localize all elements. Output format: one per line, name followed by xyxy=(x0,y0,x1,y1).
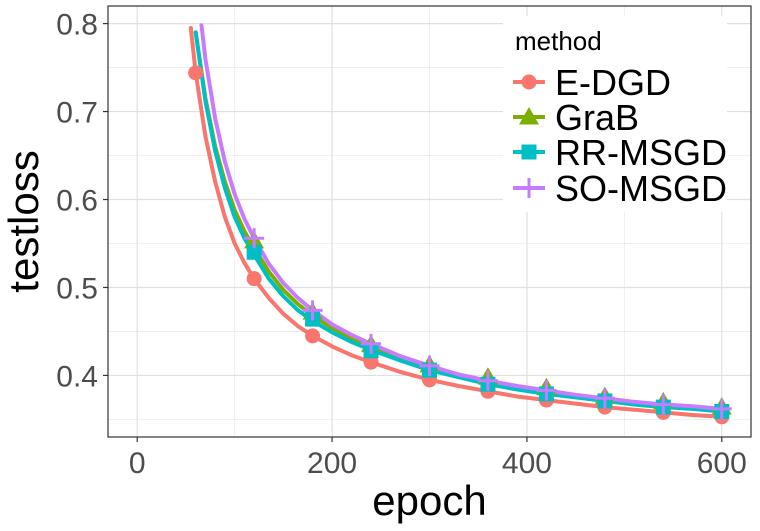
legend-key-marker xyxy=(521,74,537,90)
data-point-rr-msgd xyxy=(246,244,262,260)
legend-key-marker xyxy=(521,144,537,160)
legend-key-marker xyxy=(519,107,539,125)
legend-background xyxy=(503,16,727,212)
data-point-e-dgd xyxy=(246,271,262,287)
legend-label: RR-MSGD xyxy=(555,132,727,173)
y-tick-label: 0.7 xyxy=(56,97,98,130)
data-point-so-msgd xyxy=(419,355,440,376)
legend-label: GraB xyxy=(555,97,639,138)
data-point-e-dgd xyxy=(188,65,204,81)
x-tick-label: 400 xyxy=(502,447,552,480)
legend-label: E-DGD xyxy=(555,62,671,103)
data-point-so-msgd xyxy=(653,394,674,415)
data-point-so-msgd xyxy=(536,380,557,401)
data-point-e-dgd xyxy=(305,328,321,344)
x-axis: 0 200 400 600 xyxy=(129,437,747,480)
x-tick-label: 0 xyxy=(129,447,146,480)
legend-label: SO-MSGD xyxy=(555,168,727,209)
x-tick-label: 200 xyxy=(307,447,357,480)
x-axis-title: epoch xyxy=(372,477,486,524)
data-point-so-msgd xyxy=(711,398,732,419)
data-point-so-msgd xyxy=(244,228,265,249)
data-point-so-msgd xyxy=(361,333,382,354)
legend-item-rr-msgd: RR-MSGD xyxy=(513,132,727,173)
y-tick-label: 0.5 xyxy=(56,272,98,305)
data-point-so-msgd xyxy=(477,370,498,391)
legend-item-e-dgd: E-DGD xyxy=(513,62,671,103)
series-line-e-dgd xyxy=(188,26,724,419)
y-tick-label: 0.6 xyxy=(56,185,98,218)
y-axis-title: testloss xyxy=(0,150,47,292)
x-tick-label: 600 xyxy=(697,447,747,480)
data-point-e-dgd xyxy=(363,354,379,370)
y-tick-label: 0.8 xyxy=(56,9,98,42)
panel-border xyxy=(107,5,752,438)
legend-item-grab: GraB xyxy=(513,97,639,138)
series-markers xyxy=(188,65,732,425)
data-point-so-msgd xyxy=(594,388,615,409)
y-axis: 0.4 0.5 0.6 0.7 0.8 xyxy=(56,9,108,393)
data-point-so-msgd xyxy=(302,300,323,321)
y-tick-label: 0.4 xyxy=(56,360,98,393)
legend-title: method xyxy=(515,26,602,56)
legend-key-marker xyxy=(519,178,539,198)
legend-item-so-msgd: SO-MSGD xyxy=(513,168,727,209)
